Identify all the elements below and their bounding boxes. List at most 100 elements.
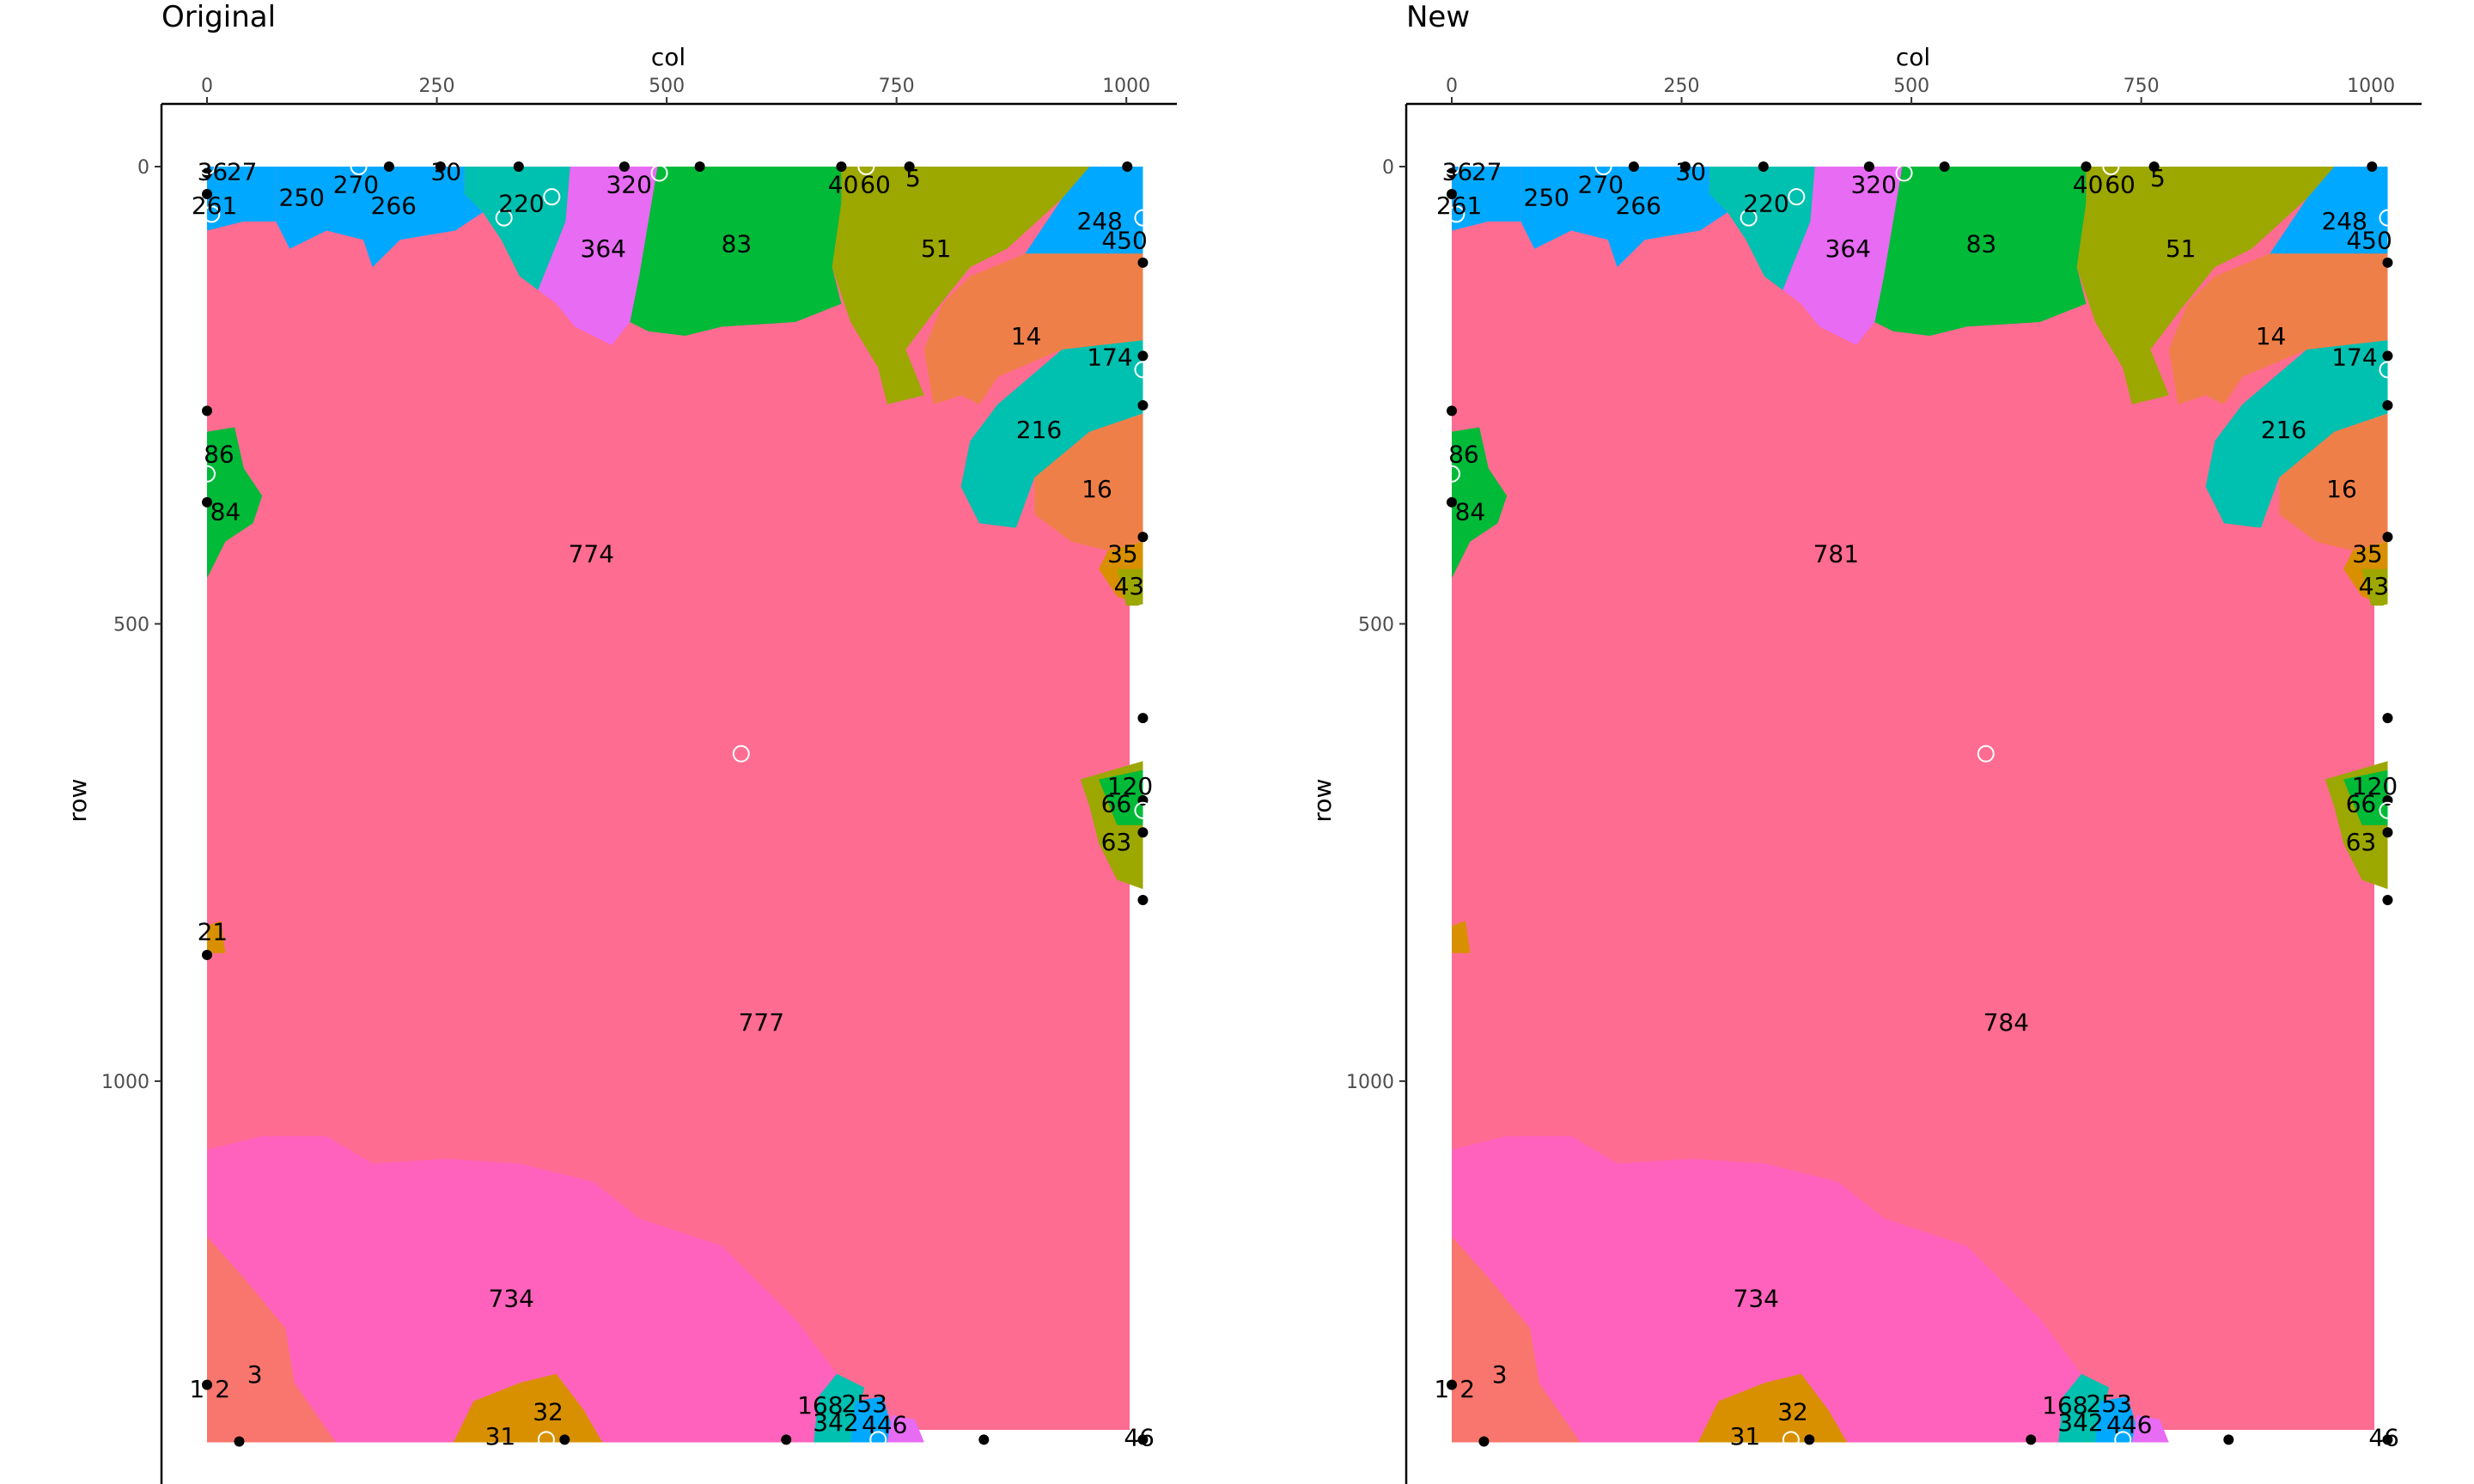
region-orange-16 bbox=[2279, 413, 2388, 551]
region-label: 5 bbox=[2150, 164, 2166, 192]
region-label: 35 bbox=[1107, 540, 1138, 569]
region-label: 66 bbox=[1101, 789, 1132, 818]
marker-filled bbox=[836, 161, 847, 172]
panel-title: New bbox=[1406, 0, 1471, 34]
marker-open bbox=[1443, 158, 1460, 175]
y-tick-label: 1000 bbox=[1346, 1072, 1394, 1093]
region-label: 266 bbox=[1616, 192, 1661, 220]
region-label: 31 bbox=[485, 1422, 516, 1451]
region-blue-bottom bbox=[850, 1396, 897, 1443]
region-label: 781 bbox=[1813, 540, 1859, 569]
region-label: 16 bbox=[1082, 475, 1112, 503]
region-teal-bottom bbox=[813, 1373, 865, 1443]
region-label: 342 bbox=[2057, 1408, 2103, 1437]
marker-open bbox=[1788, 188, 1806, 206]
marker-filled bbox=[1137, 713, 1149, 724]
marker-open bbox=[1740, 209, 1758, 227]
region-blue-248 bbox=[2270, 167, 2388, 258]
region-green-66 bbox=[2343, 769, 2388, 825]
marker-open bbox=[1895, 164, 1913, 182]
marker-filled bbox=[1447, 167, 1457, 179]
region-label: 35 bbox=[2352, 540, 2383, 569]
marker-filled bbox=[383, 161, 394, 172]
region-label: 2 bbox=[1459, 1375, 1475, 1403]
region-label: 51 bbox=[2166, 234, 2197, 263]
marker-filled bbox=[1137, 257, 1149, 268]
marker-open bbox=[2379, 604, 2397, 622]
marker-filled bbox=[1137, 350, 1149, 362]
region-label: 5 bbox=[905, 164, 921, 192]
x-tick-label: 750 bbox=[2124, 76, 2160, 97]
y-tick-label: 500 bbox=[1358, 614, 1394, 636]
region-label: 220 bbox=[1743, 190, 1788, 218]
region-gold-bottom bbox=[1697, 1373, 1848, 1443]
region-label: 36 bbox=[198, 157, 229, 186]
marker-filled bbox=[1758, 161, 1769, 172]
region-label: 216 bbox=[1016, 416, 1062, 444]
region-orange-16 bbox=[1034, 413, 1143, 551]
region-label: 83 bbox=[722, 230, 753, 258]
x-tick-label: 0 bbox=[201, 76, 213, 97]
x-tick-label: 500 bbox=[649, 76, 685, 97]
region-magenta-364 bbox=[1782, 167, 1903, 345]
y-axis-title: row bbox=[64, 779, 92, 823]
marker-filled bbox=[202, 496, 212, 508]
region-label: 174 bbox=[2331, 344, 2377, 372]
marker-filled bbox=[2382, 257, 2393, 268]
marker-filled bbox=[2382, 713, 2393, 724]
region-label: 250 bbox=[279, 183, 325, 211]
region-label: 84 bbox=[1455, 498, 1486, 526]
region-green-66 bbox=[1099, 769, 1143, 825]
y-tick-label: 0 bbox=[1382, 157, 1394, 179]
region-label: 86 bbox=[204, 441, 235, 469]
region-label: 2 bbox=[215, 1375, 230, 1403]
region-label: 446 bbox=[862, 1410, 907, 1438]
region-olive-43 bbox=[1117, 569, 1143, 606]
region-label: 30 bbox=[1675, 157, 1706, 186]
region-label: 51 bbox=[921, 234, 952, 263]
region-green-84 bbox=[1452, 427, 1508, 579]
region-label: 253 bbox=[841, 1390, 887, 1418]
y-tick-label: 1000 bbox=[101, 1072, 149, 1093]
marker-open bbox=[2379, 891, 2397, 909]
region-label: 84 bbox=[210, 498, 241, 526]
region-label: 248 bbox=[1076, 207, 1122, 235]
region-label: 83 bbox=[1966, 230, 1997, 258]
marker-open bbox=[350, 158, 368, 175]
marker-open bbox=[203, 205, 221, 223]
marker-filled bbox=[1137, 532, 1149, 543]
region-green-84 bbox=[207, 427, 263, 579]
region-label: 446 bbox=[2106, 1410, 2152, 1438]
marker-filled bbox=[435, 161, 446, 172]
marker-open bbox=[2114, 1431, 2132, 1449]
region-label: 270 bbox=[333, 170, 379, 198]
region-label: 1 bbox=[1434, 1375, 1449, 1403]
region-salmon bbox=[1452, 1236, 1581, 1443]
region-label: 253 bbox=[2086, 1390, 2131, 1418]
region-label: 734 bbox=[489, 1284, 534, 1312]
marker-open bbox=[2379, 209, 2397, 227]
marker-open bbox=[1134, 891, 1152, 909]
region-orange-14 bbox=[2168, 253, 2388, 404]
marker-filled bbox=[1122, 161, 1133, 172]
region-label: 261 bbox=[1436, 192, 1482, 220]
region-olive-43 bbox=[2361, 569, 2388, 606]
marker-filled bbox=[1137, 399, 1149, 411]
x-tick-label: 0 bbox=[1446, 76, 1458, 97]
marker-open bbox=[1594, 158, 1612, 175]
marker-open bbox=[198, 465, 216, 483]
region-label: 784 bbox=[1983, 1008, 2029, 1037]
region-label: 27 bbox=[1472, 157, 1502, 186]
region-label: 320 bbox=[606, 170, 651, 198]
x-axis-title: col bbox=[1896, 43, 1930, 71]
region-green-83 bbox=[630, 167, 842, 336]
marker-filled bbox=[618, 161, 630, 172]
region-blue-266 bbox=[276, 167, 484, 268]
marker-filled bbox=[1863, 161, 1874, 172]
x-axis-title: col bbox=[651, 43, 686, 71]
region-gold-21 bbox=[1452, 921, 1471, 953]
region-label: 14 bbox=[1011, 322, 1042, 350]
region-bottom bbox=[1452, 1135, 2105, 1443]
region-blue-topleft bbox=[1452, 167, 1521, 231]
